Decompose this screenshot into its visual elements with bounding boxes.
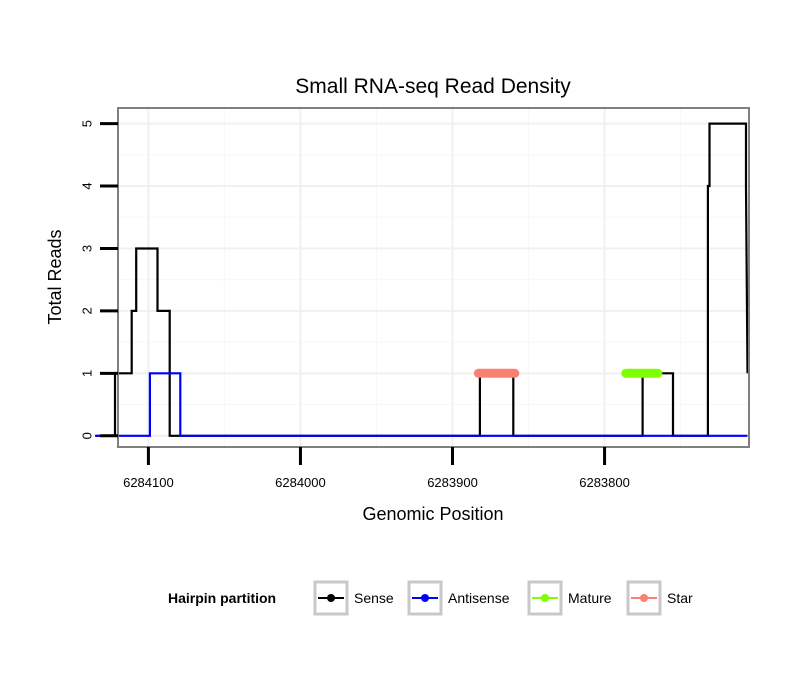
y-axis: 0 1 2 3 4 5 [79,120,118,439]
x-axis: 6284100 6284000 6283900 6283800 [123,447,630,490]
legend-label: Star [667,590,693,606]
y-tick-label: 4 [79,182,94,189]
y-axis-title: Total Reads [45,229,65,324]
legend-label: Sense [354,590,394,606]
series-layer [95,122,749,437]
legend-title: Hairpin partition [168,590,276,606]
x-tick-label: 6283900 [427,475,478,490]
y-tick-label: 5 [79,120,94,127]
legend-entry-sense: Sense [313,580,394,616]
legend-entry-antisense: Antisense [407,580,510,616]
legend-key-dot [327,594,335,602]
y-tick-label: 0 [79,432,94,439]
x-tick-label: 6283800 [579,475,630,490]
legend-key-dot [421,594,429,602]
y-tick-label: 3 [79,245,94,252]
legend-entry-mature: Mature [527,580,612,616]
x-tick-label: 6284100 [123,475,174,490]
y-tick-label: 1 [79,370,94,377]
x-axis-title: Genomic Position [362,504,503,524]
legend-entry-star: Star [626,580,693,616]
series-line-antisense [95,372,748,437]
plot-panel [95,107,750,448]
legend-label: Antisense [448,590,510,606]
y-tick-label: 2 [79,307,94,314]
x-tick-label: 6284000 [275,475,326,490]
chart-title: Small RNA-seq Read Density [295,75,571,98]
legend: Hairpin partition Sense Antisense Mature St… [168,580,693,616]
legend-key-dot [541,594,549,602]
legend-key-dot [640,594,648,602]
legend-label: Mature [568,590,612,606]
